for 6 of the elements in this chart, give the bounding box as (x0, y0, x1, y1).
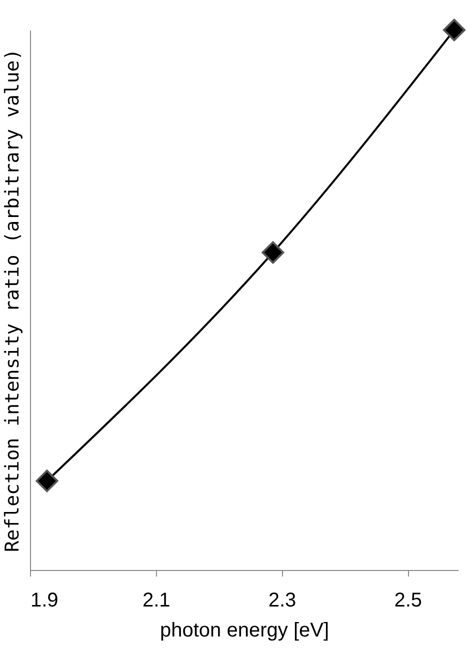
x-tick-label: 1.9 (30, 590, 58, 612)
x-tick-label: 2.1 (142, 590, 170, 612)
x-tick-label: 2.3 (268, 590, 296, 612)
x-axis-title: photon energy [eV] (160, 620, 330, 642)
x-tick-label: 2.5 (394, 590, 422, 612)
y-axis-title: Reflection intensity ratio (arbitrary value) (2, 48, 24, 552)
